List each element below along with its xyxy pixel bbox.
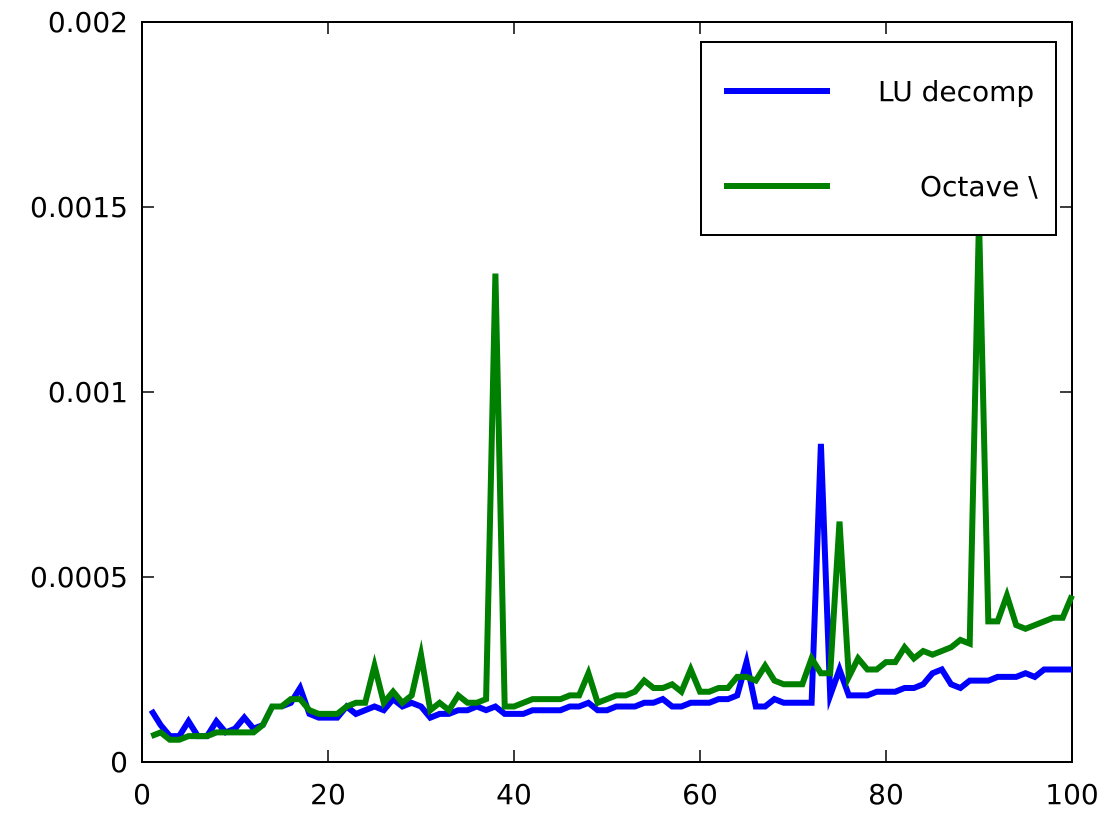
legend-box	[700, 41, 1057, 236]
legend-label: LU decomp	[878, 75, 1034, 108]
x-tick-label: 60	[682, 778, 718, 811]
x-tick-label: 100	[1045, 778, 1098, 811]
series-line-octave	[150, 218, 1075, 743]
y-tick-label: 0.001	[48, 376, 128, 409]
x-tick-label: 40	[496, 778, 532, 811]
y-tick-label: 0	[110, 746, 128, 779]
legend-label: Octave \	[920, 170, 1038, 203]
series-line-lu-decomp	[148, 443, 1072, 740]
x-tick-label: 0	[133, 778, 151, 811]
x-tick-label: 80	[868, 778, 904, 811]
y-tick-label: 0.002	[48, 6, 128, 39]
y-tick-label: 0.0005	[30, 561, 128, 594]
axis-ticks	[141, 21, 1073, 763]
x-tick-label: 20	[310, 778, 346, 811]
legend: LU decomp Octave \	[700, 41, 1057, 236]
series-layer	[148, 218, 1075, 743]
y-tick-label: 0.0015	[30, 191, 128, 224]
axis-tick-labels: 0 20 40 60 80 100 0 0.0005 0.001 0.0015 0.002	[30, 6, 1099, 811]
